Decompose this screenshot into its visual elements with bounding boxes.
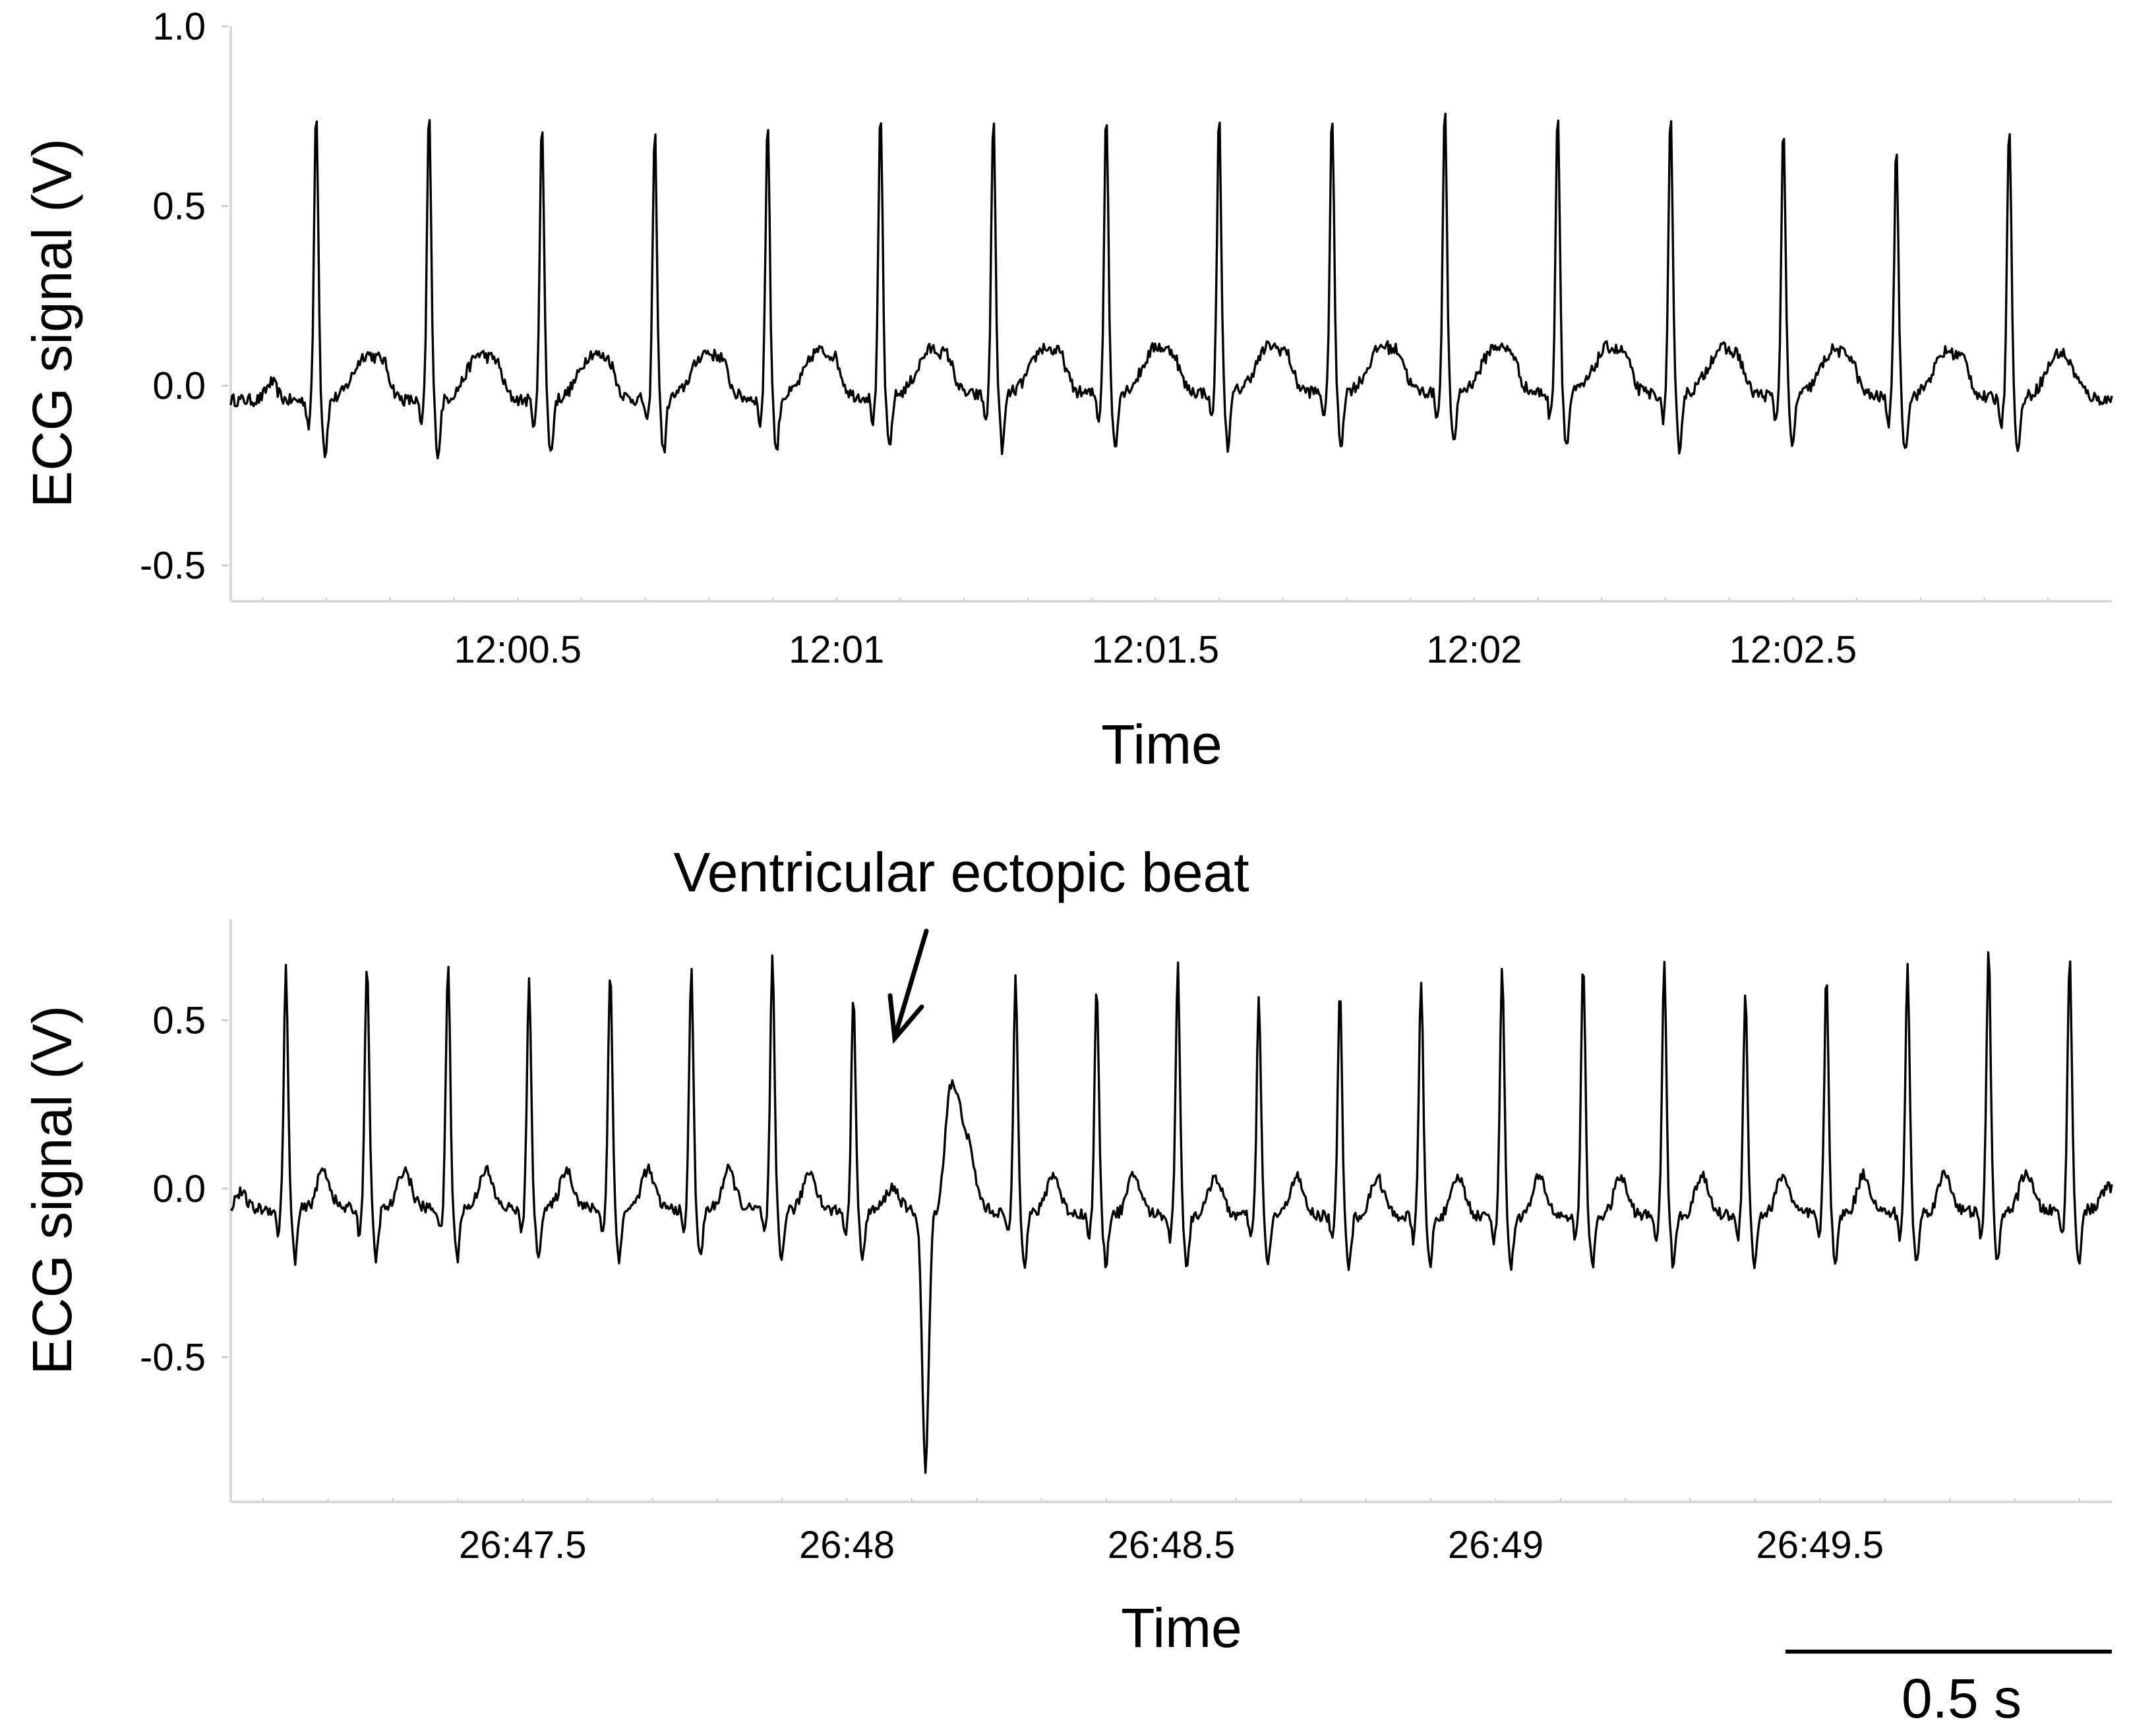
x-tick-label: 12:01.5: [1092, 628, 1220, 671]
annotation-arrow: [887, 928, 929, 1044]
y-tick-label: 0.5: [152, 185, 206, 228]
x-tick-label: 26:47.5: [459, 1524, 587, 1567]
x-tick-label: 26:48: [799, 1524, 895, 1567]
top-y-axis-title: ECG signal (V): [21, 138, 83, 508]
x-tick-label: 12:00.5: [454, 628, 582, 671]
y-tick-label: 0.0: [152, 365, 206, 407]
x-tick-label: 26:49.5: [1756, 1524, 1884, 1567]
x-tick-label: 12:02: [1426, 628, 1522, 671]
y-tick-label: -0.5: [140, 545, 206, 587]
y-tick-label: 1.0: [152, 5, 206, 48]
bottom-y-axis-title: ECG signal (V): [21, 1005, 83, 1375]
x-tick-label: 26:49: [1448, 1524, 1544, 1567]
x-tick-label: 12:01: [789, 628, 884, 671]
bottom-panel: ECG signal (V) 0.5 0.0 -0.5 26:47.5 26:48 26…: [21, 841, 2113, 1729]
bottom-ecg-trace: [229, 951, 2113, 1474]
top-panel: ECG signal (V) 1.0 0.5 0.0 -0.5 12:00.5 12:0…: [21, 5, 2113, 775]
y-tick-label: 0.5: [152, 999, 206, 1042]
time-scale-bar-label: 0.5 s: [1902, 1667, 2022, 1729]
y-tick-label: -0.5: [140, 1336, 206, 1379]
x-tick-label: 26:48.5: [1108, 1524, 1236, 1567]
top-x-axis-title: Time: [1101, 713, 1222, 775]
y-tick-label: 0.0: [152, 1168, 206, 1211]
top-ecg-trace: [229, 112, 2113, 460]
bottom-x-axis-title: Time: [1121, 1597, 1242, 1659]
ectopic-beat-annotation: Ventricular ectopic beat: [673, 841, 1249, 903]
x-tick-label: 12:02.5: [1729, 628, 1857, 671]
